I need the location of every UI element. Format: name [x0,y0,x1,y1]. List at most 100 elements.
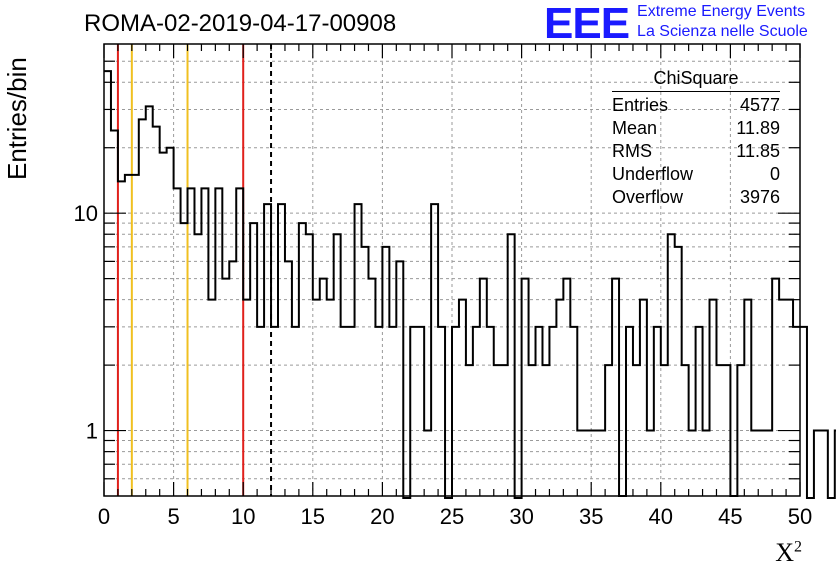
histogram-bin [306,234,313,496]
y-tick-label: 1 [86,419,98,444]
histogram-bin [132,175,139,496]
histogram-bin [793,327,800,496]
histogram-bin [299,223,306,496]
histogram-bin [814,431,821,496]
x-tick-label: 40 [649,504,673,529]
histogram-bin [779,300,786,496]
histogram-bin [146,106,153,496]
histogram-bin [348,327,355,496]
eee-logo-mark: EEE [544,0,630,48]
histogram-bin [696,327,703,496]
x-tick-label: 50 [788,504,812,529]
x-tick-label: 30 [509,504,533,529]
histogram-bin [118,181,125,496]
histogram-bin [584,431,591,496]
histogram-bin [751,431,758,496]
chart-title: ROMA-02-2019-04-17-00908 [84,10,397,37]
histogram-bin [689,431,696,496]
histogram-bin [285,261,292,496]
stats-value: 4577 [739,95,780,115]
histogram-bin [452,327,459,496]
x-axis-label: X2 [775,538,802,568]
histogram-bin [167,148,174,496]
stats-row: Underflow 0 [612,163,780,186]
histogram-bin [389,327,396,496]
histogram-bin [536,327,543,496]
x-axis-label-base: X [775,538,794,567]
histogram-bin [396,261,403,496]
histogram-bin [633,365,640,496]
histogram-bin [153,127,160,496]
x-tick-label: 10 [231,504,255,529]
histogram-bin [139,119,146,496]
histogram-bin [508,234,515,496]
histogram-bin [236,188,243,496]
histogram-bin [181,223,188,496]
histogram-bin [424,431,431,496]
histogram-bin [382,247,389,496]
histogram-bin [549,327,556,496]
histogram-bin [438,327,445,496]
histogram-bin [487,327,494,496]
x-tick-label: 0 [98,504,110,529]
histogram-bin [271,327,278,496]
histogram-bin [194,234,201,496]
stats-row: RMS 11.85 [612,140,780,163]
histogram-bin [174,188,181,496]
histogram-bin [250,223,257,496]
histogram-bin [410,327,417,496]
stats-label: RMS [612,141,652,161]
x-axis-label-superscript: 2 [794,538,802,556]
histogram-bin [772,279,779,496]
x-tick-label: 45 [718,504,742,529]
stats-label: Overflow [612,187,684,207]
histogram-bin [417,327,424,496]
histogram-bin [264,204,271,496]
histogram-bin [647,431,654,496]
histogram-bin [661,365,668,496]
histogram-bin [605,365,612,496]
stats-value: 11.85 [736,141,780,161]
histogram-bin [501,365,508,496]
histogram-bin [341,327,348,496]
histogram-bin [654,327,661,496]
histogram-bin [577,431,584,496]
histogram-bin [529,365,536,496]
histogram-bin [125,175,132,496]
histogram-bin [320,279,327,496]
stats-label: Entries [612,95,669,115]
histogram-bin [556,300,563,496]
x-tick-label: 20 [370,504,394,529]
histogram-bin [737,365,744,496]
histogram-bin [710,300,717,496]
stats-value: 0 [769,164,780,184]
histogram-bin [327,300,334,496]
histogram-bin [786,300,793,496]
histogram-bin [598,431,605,496]
histogram-bin [723,365,730,496]
histogram-bin [744,300,751,496]
histogram-bin [215,188,222,496]
stats-value: 11.89 [736,118,780,138]
histogram-bin [675,247,682,496]
stats-label: Mean [612,118,658,138]
histogram-bin [640,300,647,496]
histogram-bin [522,279,529,496]
stats-row: Mean 11.89 [612,117,780,140]
histogram-bin [626,327,633,496]
eee-logo-text: Extreme Energy Events La Scienza nelle S… [637,2,808,42]
histogram-bin [821,431,828,496]
histogram-bin [612,279,619,496]
histogram-bin [800,327,807,496]
x-tick-label: 15 [301,504,325,529]
histogram-bin [257,327,264,496]
histogram-bin [682,365,689,496]
eee-logo: EEE Extreme Energy Events La Scienza nel… [544,2,808,46]
histogram-bin [243,300,250,496]
histogram-bin [758,431,765,496]
stats-title: ChiSquare [612,68,780,92]
histogram-bin [201,188,208,496]
logo-line2: La Scienza nelle Scuole [637,23,808,40]
histogram-bin [188,188,195,496]
